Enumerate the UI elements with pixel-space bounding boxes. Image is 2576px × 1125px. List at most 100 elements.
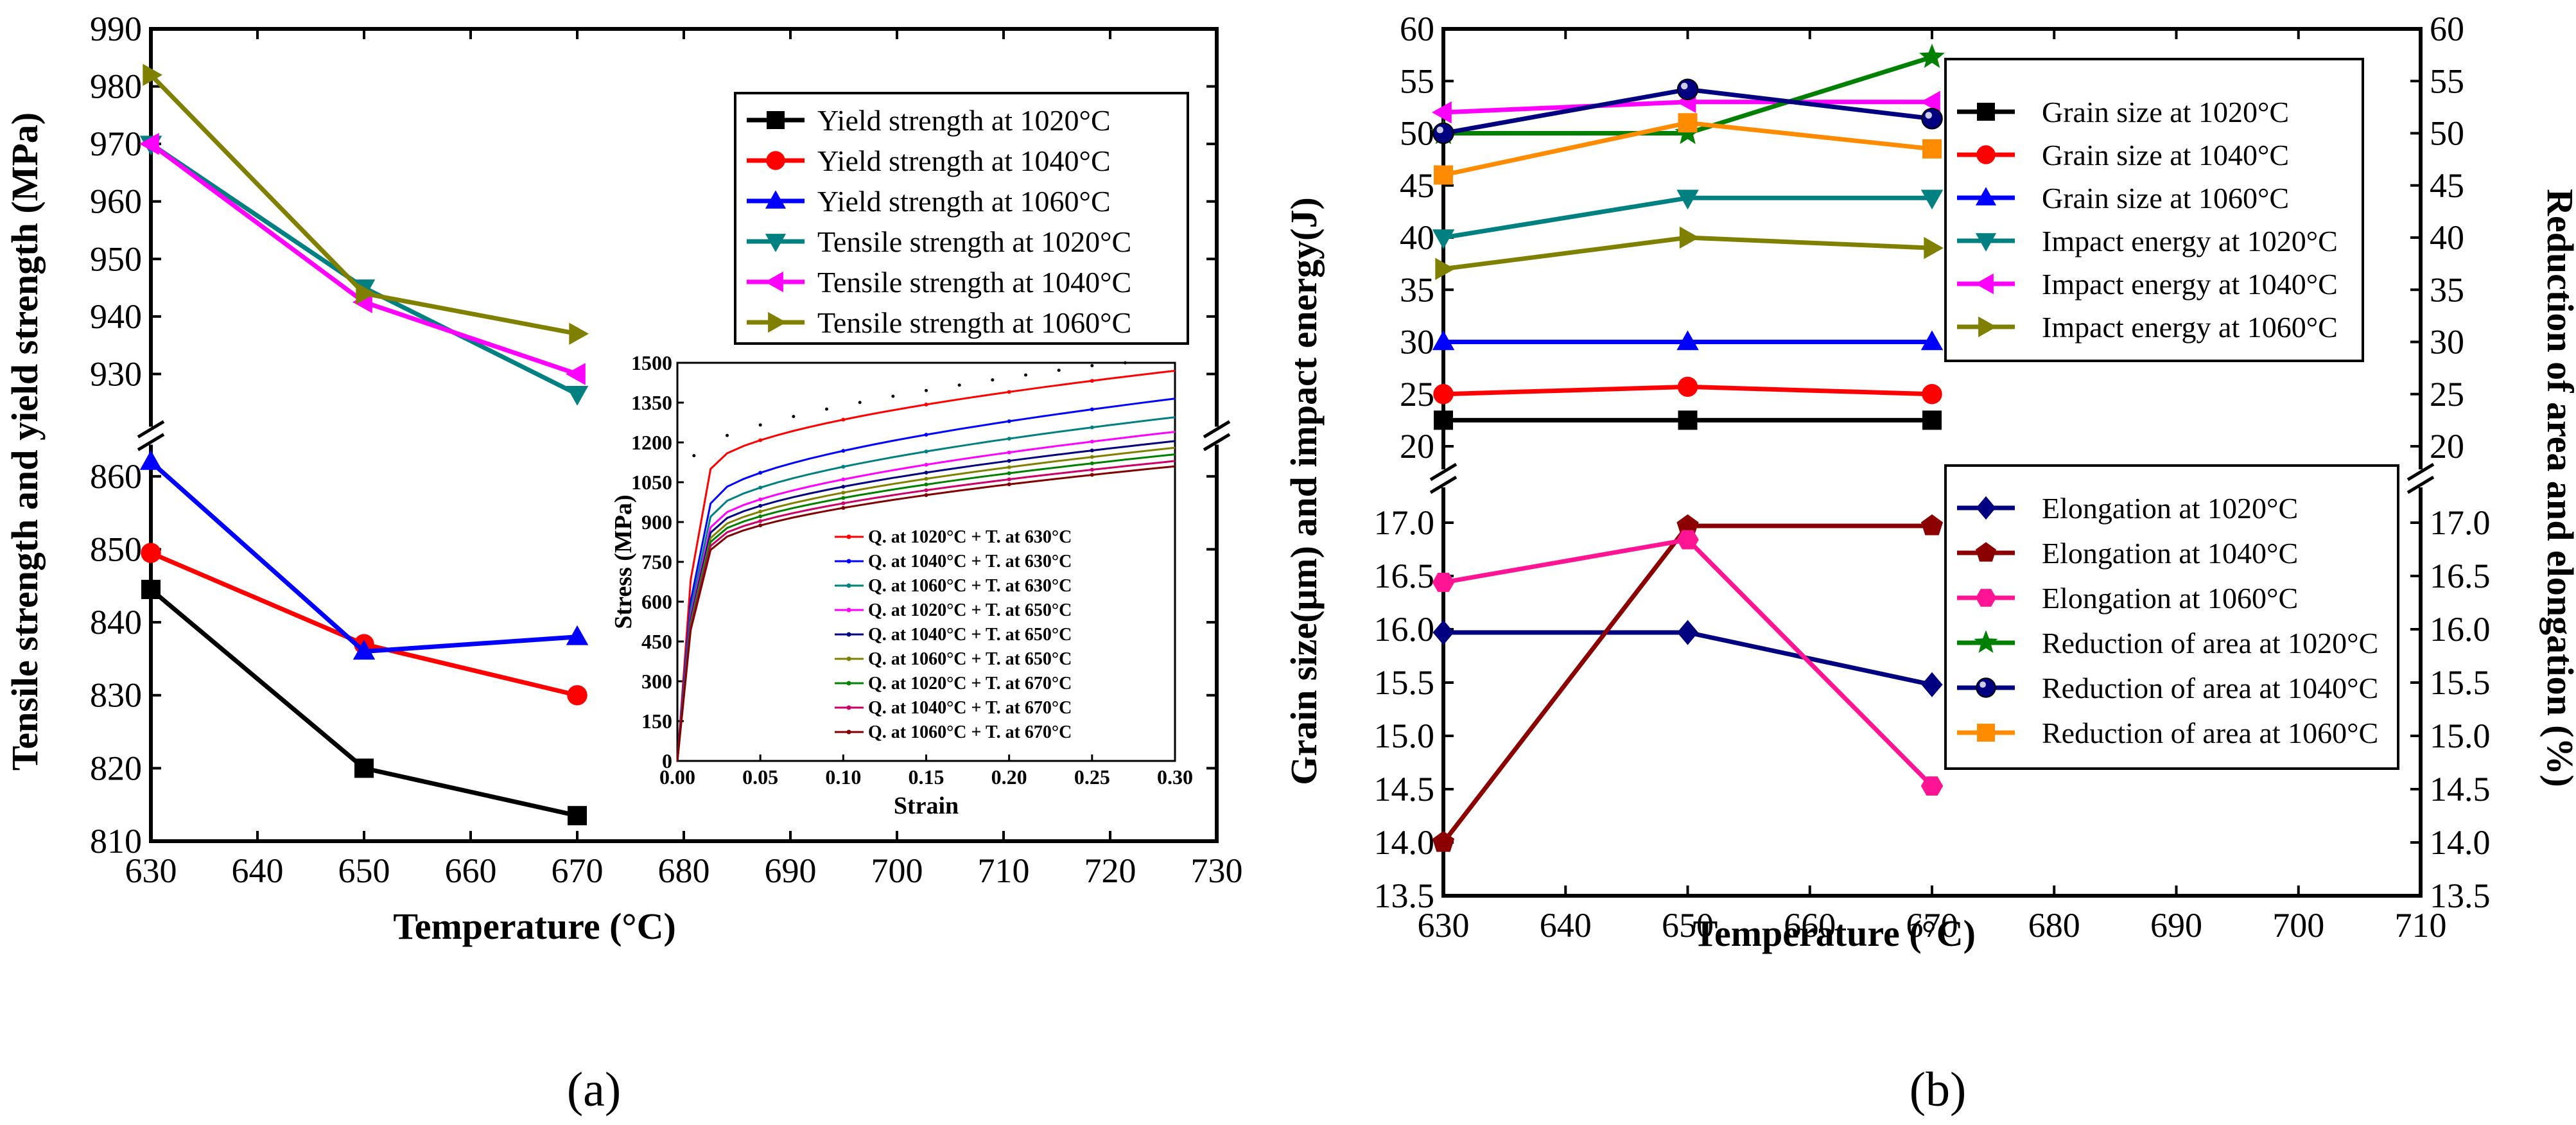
y-tick-label-b-right: 30 [2430,323,2464,362]
x-tick-label-b: 660 [1784,906,1836,945]
inset-legend-marker-q-at-1040c-t-at-630c [846,559,851,564]
y-axis-label-b-right: Reduction of area and elongation (%) [2539,189,2576,787]
axis-break-b-right [2406,462,2435,494]
y-tick-label-a: 930 [90,354,142,393]
x-tick-label-b: 640 [1540,906,1592,945]
legend-b-upper: Grain size at 1020°C Grain size at 1040°C… [1944,58,2364,362]
x-tick-label-b: 710 [2395,906,2447,945]
data-point-impact-energy-at-1060c [1679,226,1700,249]
inset-x-tick-label: 0.30 [1157,765,1193,789]
y-tick-label-b-right: 17.0 [2430,503,2491,542]
series-group-b [1431,43,1945,852]
series-line-yield-strength-at-1040c [150,550,578,698]
inset-legend-label-q-at-1020c-t-at-630c: Q. at 1020°C + T. at 630°C [868,527,1072,547]
inset-point-q-at-1020c-t-at-670c [1090,461,1094,466]
data-point-reduction-of-area-at-1020c [1919,43,1945,68]
inset-point-q-at-1060c-t-at-630c [1090,425,1094,430]
inset-point-q-at-1060c-t-at-630c [1007,437,1011,441]
x-tick-label-b: 630 [1418,906,1470,945]
y-tick-label-b-left: 50 [1400,114,1434,153]
inset-point-q-at-1060c-t-at-630c [841,464,846,469]
y-tick-label-a: 820 [90,749,142,787]
inset-legend-marker-q-at-1060c-t-at-650c [846,656,851,661]
y-tick-label-b-left: 14.5 [1374,770,1435,808]
legend-marker-tensile-strength-at-1020c [765,234,787,252]
inset-point-q-at-1040c-t-at-630c [924,433,928,437]
inset-legend-marker-q-at-1060c-t-at-670c [846,729,851,735]
y-tick-label-b-right: 20 [2430,427,2464,466]
y-tick-label-a: 950 [90,240,142,278]
inset-y-tick-label: 450 [641,630,672,653]
inset-reference-dot [1024,373,1027,377]
x-tick-label-a: 650 [338,851,390,890]
inset-point-q-at-1060c-t-at-630c [758,485,763,490]
legend-label-impact-energy-at-1020c: Impact energy at 1020°C [2042,225,2338,257]
data-point-yield-strength-at-1020c [354,758,374,778]
legend-marker-yield-strength-at-1060c [765,190,787,209]
inset-point-q-at-1060c-t-at-670c [758,523,763,528]
inset-point-q-at-1060c-t-at-670c [1007,482,1011,487]
inset-point-q-at-1040c-t-at-670c [758,519,763,523]
data-point-elongation-at-1060c [1920,776,1944,796]
data-point-tensile-strength-at-1060c [356,282,376,305]
legend-label-impact-energy-at-1040c: Impact energy at 1040°C [2042,268,2338,301]
inset-point-q-at-1060c-t-at-650c [924,476,928,481]
x-tick-label-b: 650 [1662,906,1714,945]
inset-y-tick-label: 1200 [631,431,672,454]
inset-y-tick-label: 0 [662,749,672,772]
inset-reference-dot [825,407,828,411]
inset-point-q-at-1040c-t-at-650c [924,471,928,475]
inset-x-tick-label: 0.20 [991,765,1027,789]
x-tick-label-b: 680 [2028,906,2080,945]
data-point-grain-size-at-1060c [1920,330,1944,351]
inset-point-q-at-1020c-t-at-630c [758,438,763,442]
data-point-grain-size-at-1060c [1432,330,1455,351]
inset-point-q-at-1020c-t-at-630c [1090,379,1094,383]
y-tick-label-b-right: 40 [2430,218,2464,257]
inset-point-q-at-1020c-t-at-650c [758,497,763,501]
inset-x-tick-label: 0.05 [742,765,778,789]
y-tick-label-b-left: 25 [1400,375,1434,414]
inset-point-q-at-1060c-t-at-630c [924,449,928,454]
inset-legend-label-q-at-1040c-t-at-630c: Q. at 1040°C + T. at 630°C [868,552,1072,571]
x-tick-label-a: 720 [1084,851,1136,890]
data-point-yield-strength-at-1040c [141,543,161,563]
inset-y-tick-label: 1350 [631,391,672,414]
y-tick-label-b-left: 17.0 [1374,503,1435,542]
y-tick-label-b-left: 16.0 [1374,610,1435,649]
legend-a: Yield strength at 1020°C Yield strength a… [734,92,1189,345]
inset-point-q-at-1020c-t-at-650c [841,477,846,482]
data-point-impact-energy-at-1020c [1920,189,1944,210]
inset-legend-label-q-at-1040c-t-at-670c: Q. at 1040°C + T. at 670°C [868,698,1072,718]
inset-y-tick-label: 150 [641,710,672,733]
legend-box-a [734,92,1189,345]
inset-reference-dot [692,454,696,458]
y-tick-label-a: 830 [90,676,142,715]
inset-y-tick-label: 1500 [631,351,672,374]
inset-y-tick-label: 1050 [631,471,672,494]
y-tick-label-b-right: 45 [2430,166,2464,205]
inset-point-q-at-1040c-t-at-630c [1007,419,1011,424]
data-point-yield-strength-at-1040c [567,685,587,706]
inset-reference-dot [858,401,862,405]
inset-y-tick-label: 600 [641,590,672,613]
x-tick-label-a: 710 [978,851,1030,890]
inset-point-q-at-1060c-t-at-650c [758,509,763,514]
data-point-reduction-of-area-at-1060c [1678,113,1698,133]
legend-marker-impact-energy-at-1020c [1975,233,1997,252]
y-axis-label-a: Tensile strength and yield strength (MPa… [4,112,46,771]
inset-reference-dot [925,388,928,392]
inset-reference-dot [1124,361,1127,365]
inset-reference-dot [957,383,961,387]
series-line-tensile-strength-at-1040c [149,142,579,376]
inset-point-q-at-1060c-t-at-670c [1090,473,1094,477]
inset-legend-marker-q-at-1040c-t-at-670c [846,705,851,710]
inset-point-q-at-1040c-t-at-650c [1090,448,1094,453]
inset-legend-marker-q-at-1020c-t-at-670c [846,681,851,686]
legend-marker-impact-energy-at-1040c [1975,273,1994,295]
inset-point-q-at-1040c-t-at-650c [841,484,846,489]
data-point-grain-size-at-1020c [1434,410,1453,430]
inset-y-tick-label: 750 [641,550,672,573]
legend-box-b-upper [1944,58,2364,362]
inset-x-tick-label: 0.15 [909,765,944,789]
